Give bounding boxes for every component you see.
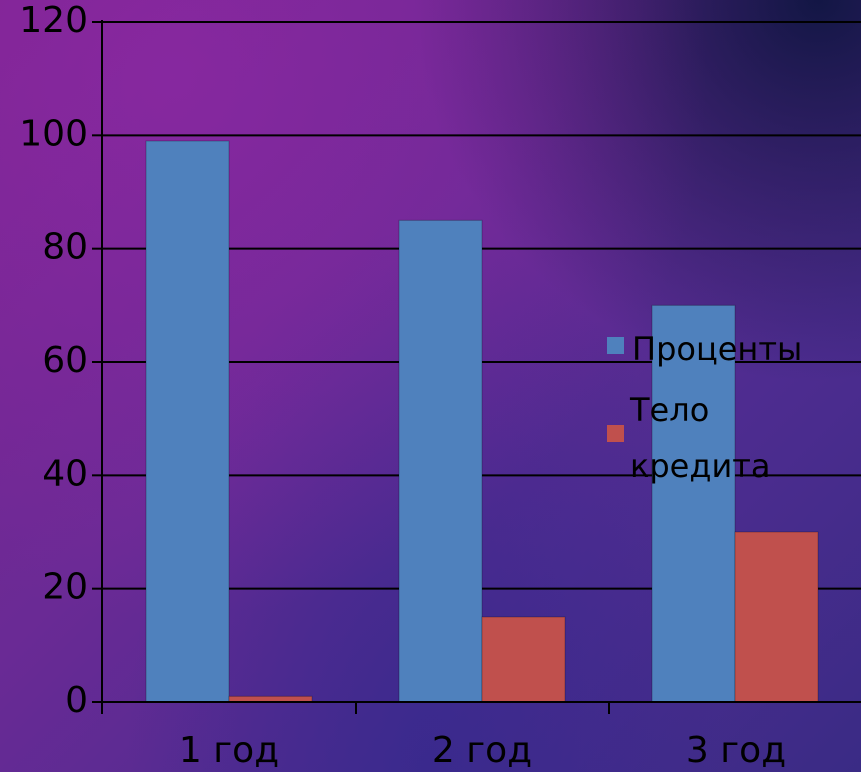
- x-axis-tick-labels: 1 год 2 год 3 год: [179, 730, 786, 771]
- y-tick-label: 20: [42, 567, 88, 608]
- x-tick-label: 3 год: [686, 730, 786, 771]
- y-axis-tick-labels: 0 20 40 60 80 100 120: [19, 0, 88, 721]
- bar-procenty-1: [145, 140, 230, 703]
- y-tick-label: 80: [42, 227, 88, 268]
- legend-label: кредита: [630, 447, 771, 485]
- y-tick-label: 120: [19, 0, 88, 41]
- legend: Проценты Тело кредита: [607, 330, 802, 485]
- legend-swatch-telo-kredita: [607, 425, 624, 442]
- bar-procenty-3: [651, 304, 736, 703]
- y-tick-label: 100: [19, 113, 88, 154]
- legend-swatch-procenty: [607, 337, 624, 354]
- axes: [92, 20, 861, 714]
- bar-procenty-2: [398, 219, 483, 703]
- x-tick-label: 2 год: [432, 730, 532, 771]
- y-tick-label: 40: [42, 453, 88, 494]
- x-tick-label: 1 год: [179, 730, 279, 771]
- bar-telo-kredita-2: [481, 616, 566, 703]
- legend-label: Проценты: [632, 330, 802, 368]
- legend-label: Тело: [629, 391, 709, 429]
- bar-telo-kredita-3: [734, 531, 819, 703]
- bars: [145, 140, 819, 703]
- y-tick-label: 0: [65, 680, 88, 721]
- y-tick-label: 60: [42, 340, 88, 381]
